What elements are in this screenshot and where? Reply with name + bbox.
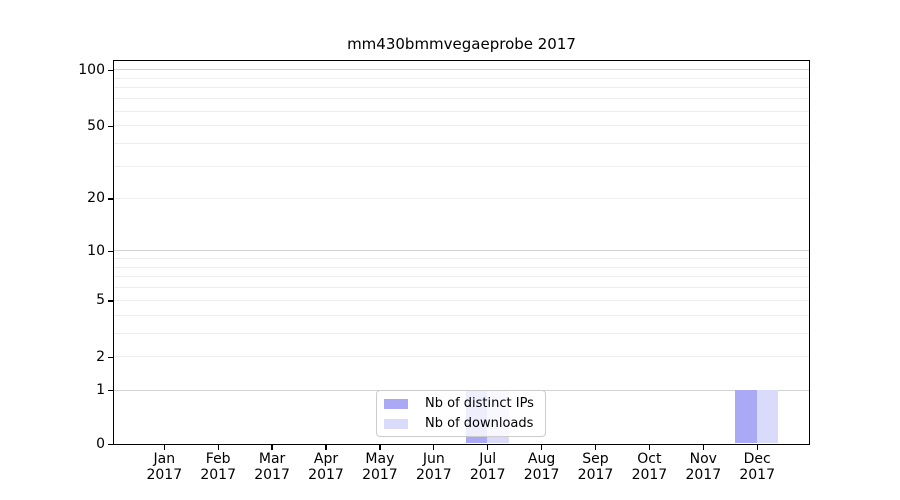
y-tick-50: [108, 125, 113, 128]
x-tick-month-oct: Oct: [637, 450, 662, 467]
bar-nb-of-downloads-dec: [756, 389, 779, 443]
gridline-minor-50: [114, 125, 809, 127]
x-tick-may: [379, 445, 381, 450]
x-tick-aug: [540, 445, 543, 450]
y-tick-label-50: 50: [87, 117, 105, 134]
y-tick-label-1: 1: [96, 382, 105, 399]
x-tick-label-may: May 2017: [352, 451, 408, 484]
x-tick-month-apr: Apr: [313, 450, 339, 467]
x-tick-month-jun: Jun: [422, 450, 445, 467]
x-tick-label-feb: Feb 2017: [190, 451, 246, 484]
y-tick-label-100: 100: [78, 61, 105, 78]
x-tick-label-oct: Oct 2017: [621, 451, 677, 484]
gridline-minor-9: [114, 258, 809, 260]
plot-area: Nb of distinct IPs Nb of downloads: [113, 60, 810, 445]
x-tick-year-feb: 2017: [200, 467, 236, 483]
x-tick-year-jan: 2017: [146, 467, 183, 483]
y-tick-label-2: 2: [96, 348, 105, 365]
y-tick-1: [108, 390, 113, 392]
y-tick-5: [108, 300, 113, 302]
x-tick-dec: [756, 445, 758, 450]
x-tick-month-may: May: [365, 450, 395, 467]
y-tick-100: [108, 69, 113, 72]
legend: Nb of distinct IPs Nb of downloads: [376, 390, 546, 437]
x-tick-month-mar: Mar: [258, 450, 286, 467]
gridline-minor-2: [114, 356, 809, 358]
x-tick-month-feb: Feb: [205, 450, 231, 467]
x-tick-label-mar: Mar 2017: [244, 451, 300, 484]
gridline-minor-40: [114, 143, 809, 145]
legend-swatch-distinct-ips: [384, 398, 408, 409]
y-tick-0: [108, 443, 113, 445]
x-tick-jan: [163, 445, 165, 450]
gridline-minor-70: [114, 98, 809, 100]
x-tick-year-aug: 2017: [523, 467, 560, 483]
x-tick-oct: [648, 445, 651, 450]
legend-label-downloads: Nb of downloads: [425, 416, 534, 431]
gridline-minor-4: [114, 314, 809, 316]
x-tick-label-dec: Dec 2017: [729, 451, 785, 484]
gridline-minor-7: [114, 276, 809, 278]
x-tick-month-sep: Sep: [582, 450, 609, 467]
x-tick-label-apr: Apr 2017: [298, 451, 354, 484]
bar-nb-of-distinct-ips-dec: [735, 389, 757, 443]
x-tick-label-nov: Nov 2017: [675, 451, 731, 484]
x-tick-year-jul: 2017: [469, 467, 506, 483]
x-tick-year-may: 2017: [362, 467, 398, 483]
y-tick-label-20: 20: [87, 190, 105, 207]
gridline-minor-8: [114, 266, 809, 268]
gridline-minor-90: [114, 77, 809, 79]
legend-item-downloads: Nb of downloads: [384, 415, 539, 432]
x-tick-feb: [217, 445, 219, 450]
x-tick-month-aug: Aug: [527, 450, 556, 467]
x-tick-year-oct: 2017: [631, 467, 668, 483]
x-tick-nov: [702, 445, 704, 450]
x-tick-year-nov: 2017: [685, 467, 722, 483]
gridline-minor-80: [114, 87, 809, 89]
y-tick-10: [108, 250, 113, 253]
x-tick-year-dec: 2017: [739, 467, 775, 483]
y-tick-20: [108, 198, 113, 200]
gridline-minor-20: [114, 197, 809, 199]
x-tick-year-jun: 2017: [415, 467, 452, 483]
legend-label-distinct-ips: Nb of distinct IPs: [425, 396, 534, 411]
gridline-major-100: [114, 69, 809, 71]
gridline-major-10: [114, 250, 809, 252]
x-tick-label-jun: Jun 2017: [406, 451, 462, 484]
gridline-minor-60: [114, 110, 809, 112]
chart-title: mm430bmmvegaeprobe 2017: [347, 35, 576, 53]
legend-swatch-downloads: [384, 418, 408, 429]
y-tick-label-0: 0: [96, 435, 105, 452]
x-tick-year-mar: 2017: [254, 467, 290, 483]
gridline-minor-5: [114, 299, 809, 301]
x-tick-apr: [325, 445, 327, 450]
x-tick-jun: [433, 445, 435, 450]
y-tick-label-5: 5: [96, 292, 105, 309]
x-tick-label-sep: Sep 2017: [568, 451, 624, 484]
x-tick-sep: [594, 445, 597, 450]
y-tick-label-10: 10: [87, 242, 105, 259]
x-tick-label-jul: Jul 2017: [460, 451, 516, 484]
x-tick-month-dec: Dec: [743, 450, 771, 467]
x-tick-jul: [487, 445, 489, 450]
x-tick-label-aug: Aug 2017: [514, 451, 570, 484]
gridline-minor-6: [114, 287, 809, 289]
x-tick-month-jan: Jan: [153, 450, 176, 467]
gridline-minor-30: [114, 165, 809, 167]
x-tick-year-apr: 2017: [308, 467, 344, 483]
legend-item-distinct-ips: Nb of distinct IPs: [384, 395, 539, 412]
gridline-minor-3: [114, 332, 809, 334]
x-tick-mar: [271, 445, 273, 450]
x-tick-year-sep: 2017: [577, 467, 614, 483]
x-tick-month-nov: Nov: [689, 450, 717, 467]
x-tick-label-jan: Jan 2017: [136, 451, 192, 484]
y-tick-2: [108, 356, 113, 359]
x-tick-month-jul: Jul: [479, 450, 497, 467]
